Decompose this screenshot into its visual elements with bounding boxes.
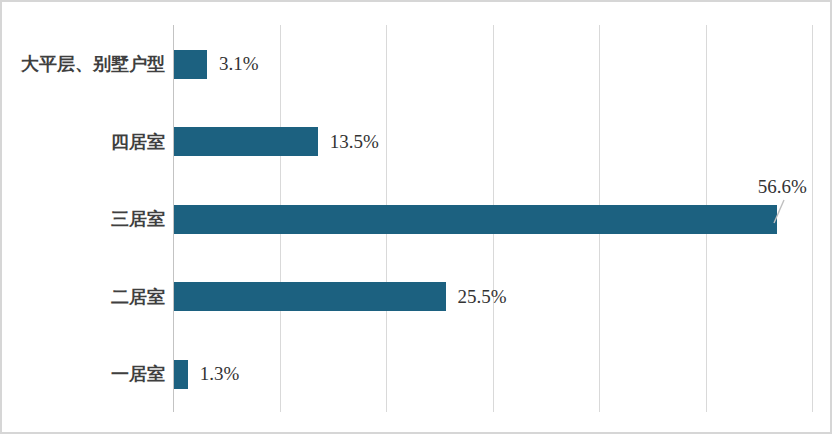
category-label: 四居室 bbox=[8, 130, 165, 154]
value-label: 25.5% bbox=[458, 287, 507, 307]
gridline bbox=[812, 25, 813, 412]
value-label: 56.6% bbox=[758, 177, 807, 197]
bar bbox=[174, 205, 777, 234]
bar bbox=[174, 282, 446, 311]
value-label: 3.1% bbox=[219, 54, 259, 74]
category-label: 大平层、别墅户型 bbox=[8, 52, 165, 76]
bar bbox=[174, 360, 188, 389]
value-label: 1.3% bbox=[200, 364, 240, 384]
value-label: 13.5% bbox=[330, 132, 379, 152]
bar-chart: 大平层、别墅户型 3.1% 四居室 13.5% 三居室 56.6% 二居室 25.5% 一居室 1… bbox=[2, 2, 832, 434]
bar bbox=[174, 127, 318, 156]
leader-line bbox=[769, 198, 789, 226]
category-label: 二居室 bbox=[8, 285, 165, 309]
category-label: 一居室 bbox=[8, 362, 165, 386]
category-label: 三居室 bbox=[8, 207, 165, 231]
bar bbox=[174, 50, 207, 79]
chart-frame: 大平层、别墅户型 3.1% 四居室 13.5% 三居室 56.6% 二居室 25.5% 一居室 1… bbox=[0, 0, 832, 434]
